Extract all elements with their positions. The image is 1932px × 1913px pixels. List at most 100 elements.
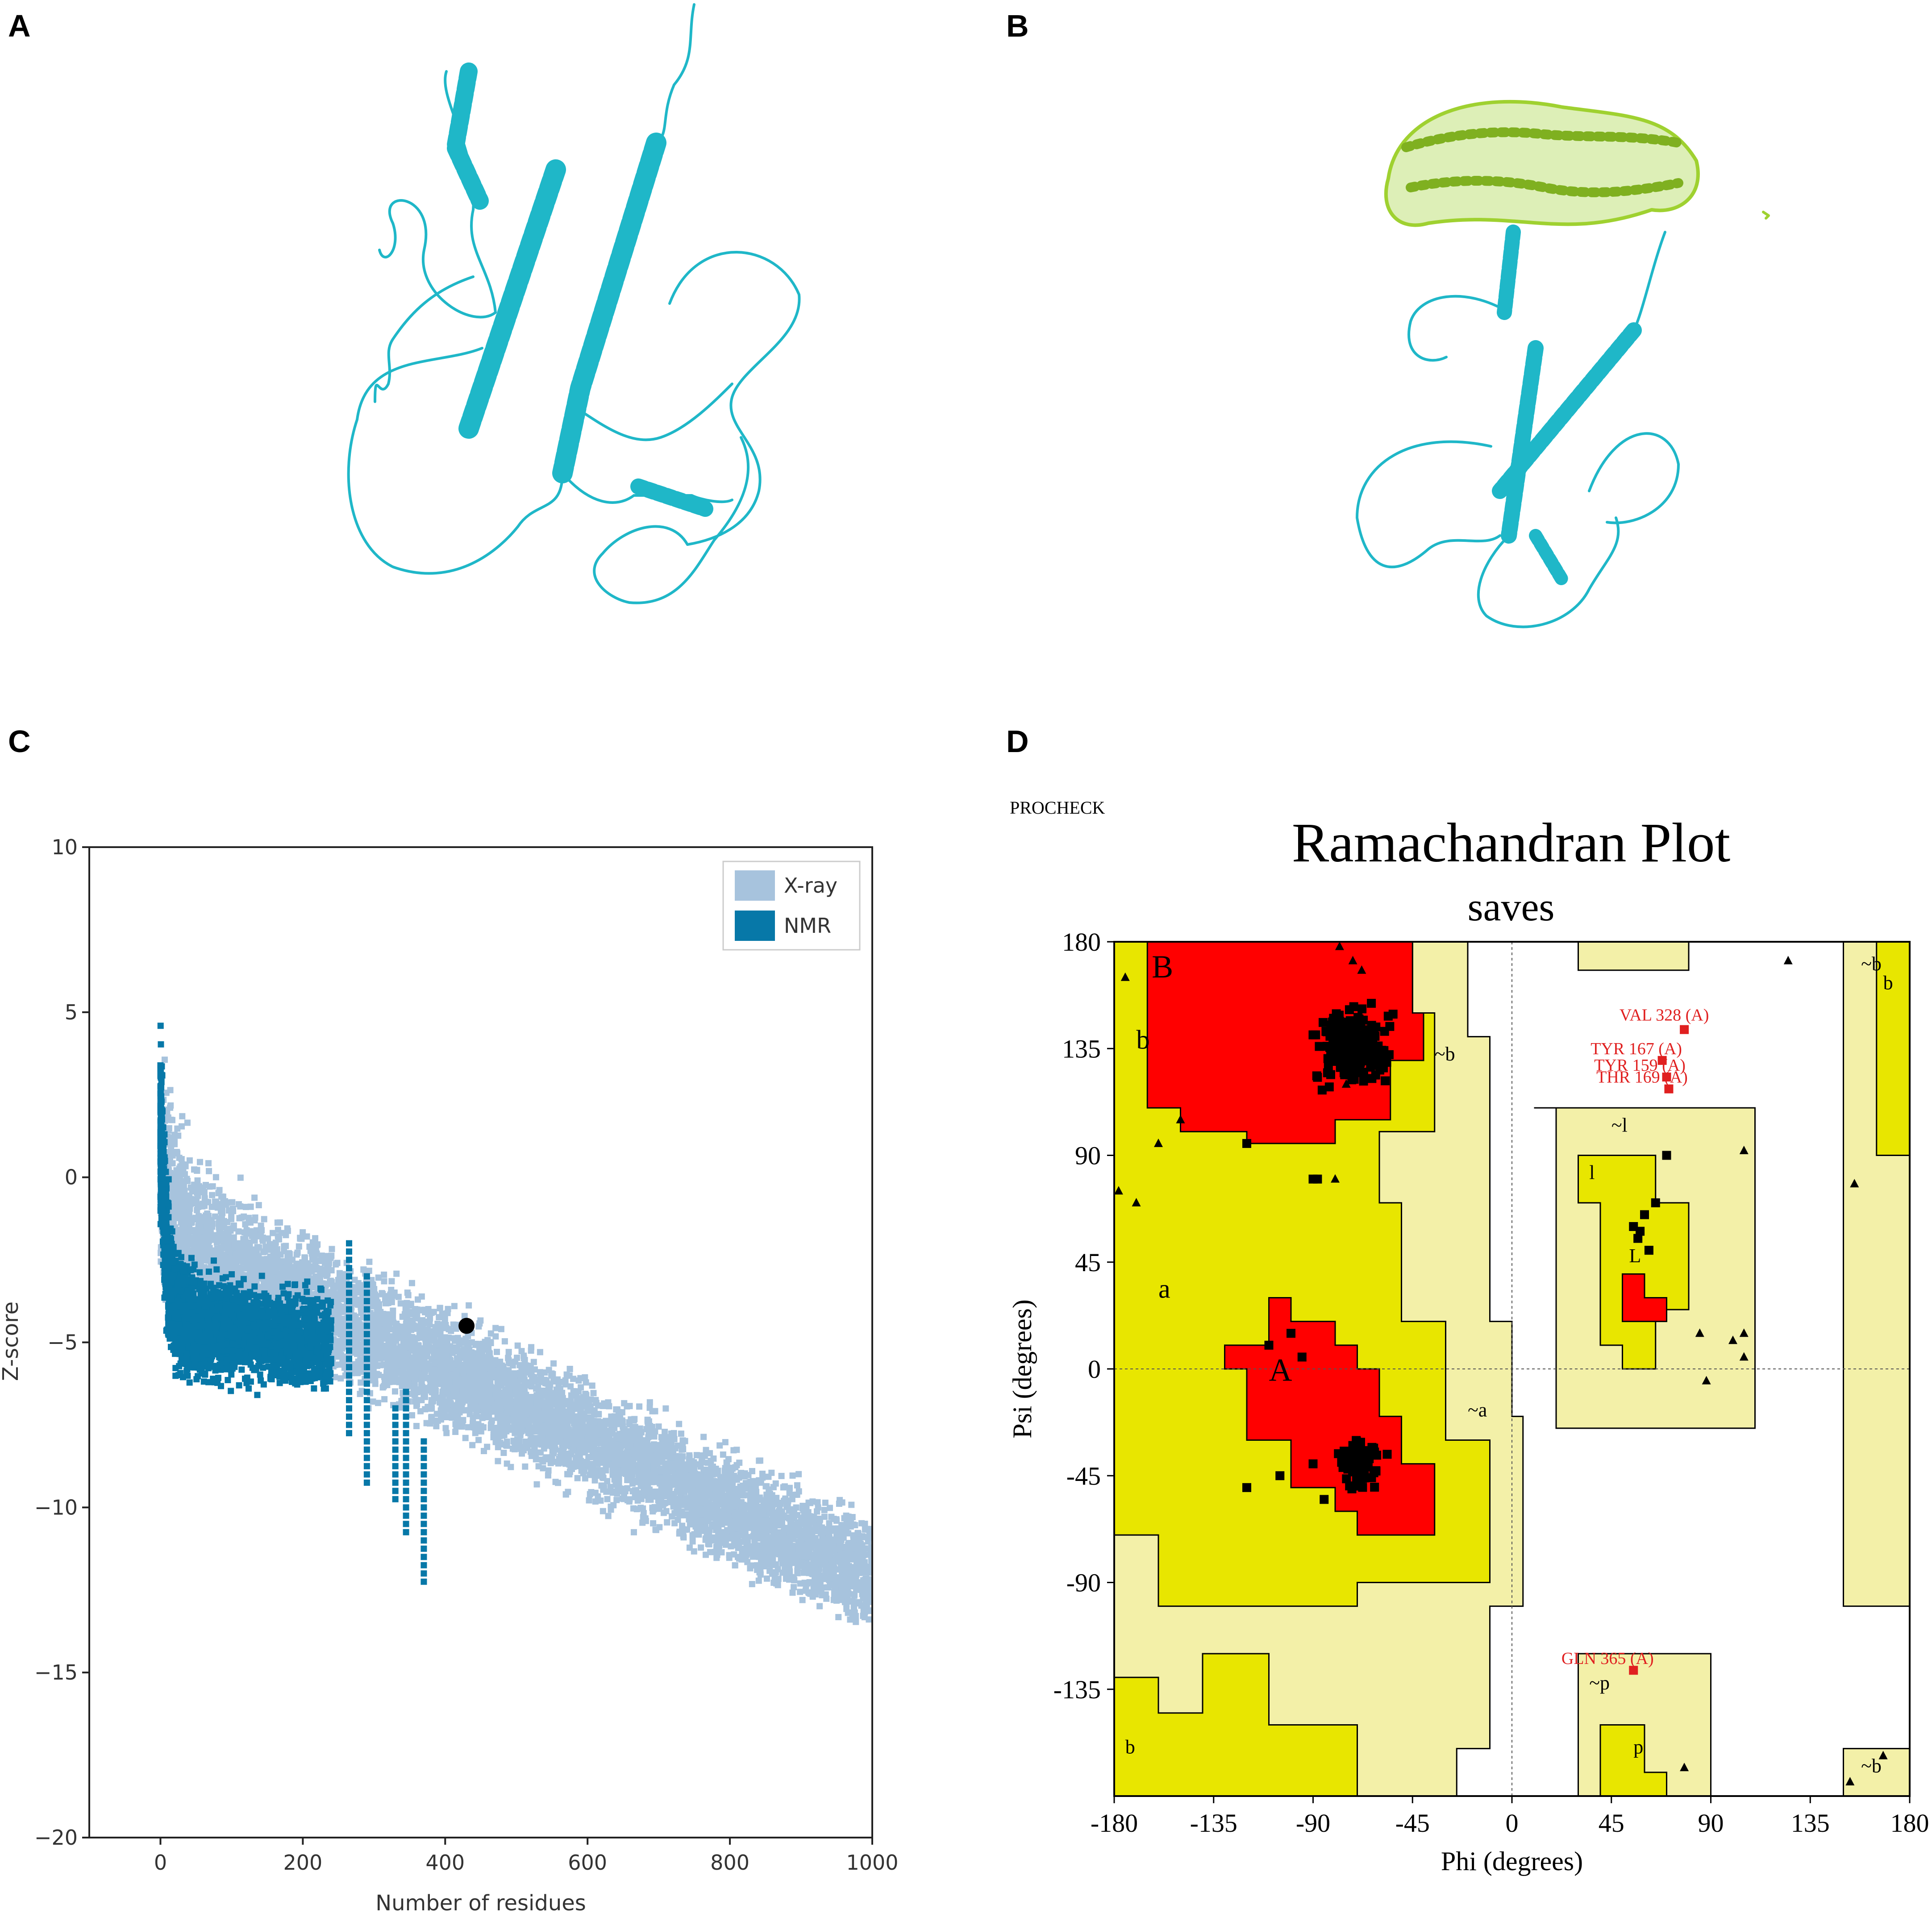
- helix: [458, 159, 566, 439]
- point-xray: [375, 1274, 382, 1281]
- point-xray: [800, 1569, 807, 1576]
- point-xray: [679, 1441, 686, 1447]
- point-xray: [853, 1618, 859, 1625]
- point-xray: [651, 1433, 658, 1440]
- point-xray: [733, 1447, 740, 1453]
- point-xray: [604, 1496, 611, 1502]
- point-xray: [636, 1403, 643, 1410]
- point-xray: [570, 1376, 577, 1382]
- point-xray: [381, 1278, 387, 1285]
- point-xray: [613, 1497, 620, 1503]
- point-xray: [388, 1278, 395, 1285]
- point-xray: [472, 1430, 479, 1436]
- point-xray: [744, 1559, 751, 1565]
- point-xray: [461, 1313, 468, 1319]
- point-xray: [514, 1342, 521, 1349]
- point-xray: [700, 1434, 707, 1440]
- point-xray: [514, 1355, 520, 1361]
- point-xray: [477, 1317, 484, 1324]
- point-xray: [313, 1242, 320, 1248]
- point-xray: [206, 1168, 212, 1174]
- coil: [1588, 432, 1680, 524]
- coil: [374, 275, 475, 403]
- point-xray: [600, 1419, 607, 1426]
- point-xray: [823, 1595, 830, 1602]
- point-xray: [196, 1159, 203, 1165]
- point-xray: [749, 1581, 755, 1588]
- point-xray: [179, 1113, 186, 1119]
- coil: [1632, 231, 1666, 332]
- point-xray: [487, 1330, 494, 1337]
- point-xray: [237, 1174, 244, 1181]
- coil: [655, 3, 695, 144]
- point-xray: [492, 1333, 499, 1340]
- point-xray: [480, 1447, 487, 1454]
- coil: [593, 436, 750, 604]
- panel-label-b: B: [1006, 8, 1029, 43]
- point-xray: [655, 1423, 662, 1430]
- point-xray: [505, 1349, 512, 1356]
- point-xray: [417, 1408, 424, 1414]
- point-xray: [501, 1338, 508, 1345]
- point-xray: [706, 1541, 712, 1547]
- point-xray: [294, 1249, 301, 1256]
- point-xray: [860, 1613, 866, 1619]
- coil: [579, 383, 733, 441]
- point-xray: [848, 1501, 855, 1508]
- point-xray: [723, 1536, 729, 1543]
- point-xray: [522, 1463, 529, 1470]
- point-xray: [550, 1360, 557, 1367]
- point-xray: [495, 1458, 501, 1464]
- point-xray: [791, 1584, 797, 1590]
- point-xray: [481, 1408, 487, 1415]
- point-xray: [533, 1481, 540, 1488]
- point-xray: [574, 1475, 581, 1481]
- point-xray: [174, 1125, 181, 1132]
- point-xray: [298, 1235, 305, 1242]
- point-xray: [697, 1452, 704, 1459]
- point-xray: [816, 1603, 823, 1609]
- point-xray: [755, 1577, 762, 1584]
- helix: [1501, 340, 1544, 544]
- point-xray: [265, 1261, 271, 1268]
- point-xray: [508, 1464, 514, 1470]
- point-xray: [469, 1424, 476, 1431]
- point-xray: [662, 1405, 669, 1412]
- point-xray: [592, 1498, 599, 1505]
- point-xray: [533, 1456, 539, 1463]
- coil: [1407, 295, 1510, 362]
- point-xray: [716, 1442, 723, 1449]
- point-xray: [736, 1460, 743, 1466]
- point-xray: [795, 1471, 802, 1477]
- point-xray: [242, 1204, 249, 1210]
- point-xray: [675, 1517, 681, 1523]
- point-xray: [518, 1348, 525, 1355]
- point-xray: [229, 1199, 236, 1206]
- point-xray: [255, 1202, 262, 1209]
- point-xray: [778, 1472, 785, 1479]
- point-xray: [797, 1536, 804, 1543]
- point-xray: [773, 1580, 780, 1587]
- point-xray: [466, 1302, 472, 1309]
- point-xray: [686, 1544, 693, 1551]
- point-xray: [723, 1541, 729, 1548]
- beta-strands: [1406, 176, 1683, 197]
- point-xray: [650, 1520, 657, 1526]
- point-xray: [626, 1496, 633, 1503]
- point-xray: [775, 1500, 782, 1506]
- point-xray: [630, 1529, 637, 1535]
- point-xray: [563, 1371, 570, 1378]
- point-xray: [161, 1056, 168, 1063]
- point-xray: [475, 1323, 482, 1330]
- beta-strands: [1401, 127, 1683, 152]
- ligand-protein: [1384, 100, 1700, 227]
- point-xray: [184, 1119, 191, 1126]
- point-xray: [824, 1584, 831, 1591]
- point-xray: [274, 1219, 281, 1226]
- point-xray: [756, 1457, 762, 1464]
- panel-label-c: C: [8, 724, 31, 759]
- point-xray: [537, 1349, 543, 1356]
- point-xray: [827, 1505, 833, 1511]
- point-xray: [747, 1565, 754, 1572]
- point-xray: [205, 1160, 212, 1167]
